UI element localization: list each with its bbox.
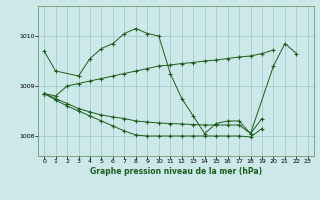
X-axis label: Graphe pression niveau de la mer (hPa): Graphe pression niveau de la mer (hPa) [90, 167, 262, 176]
